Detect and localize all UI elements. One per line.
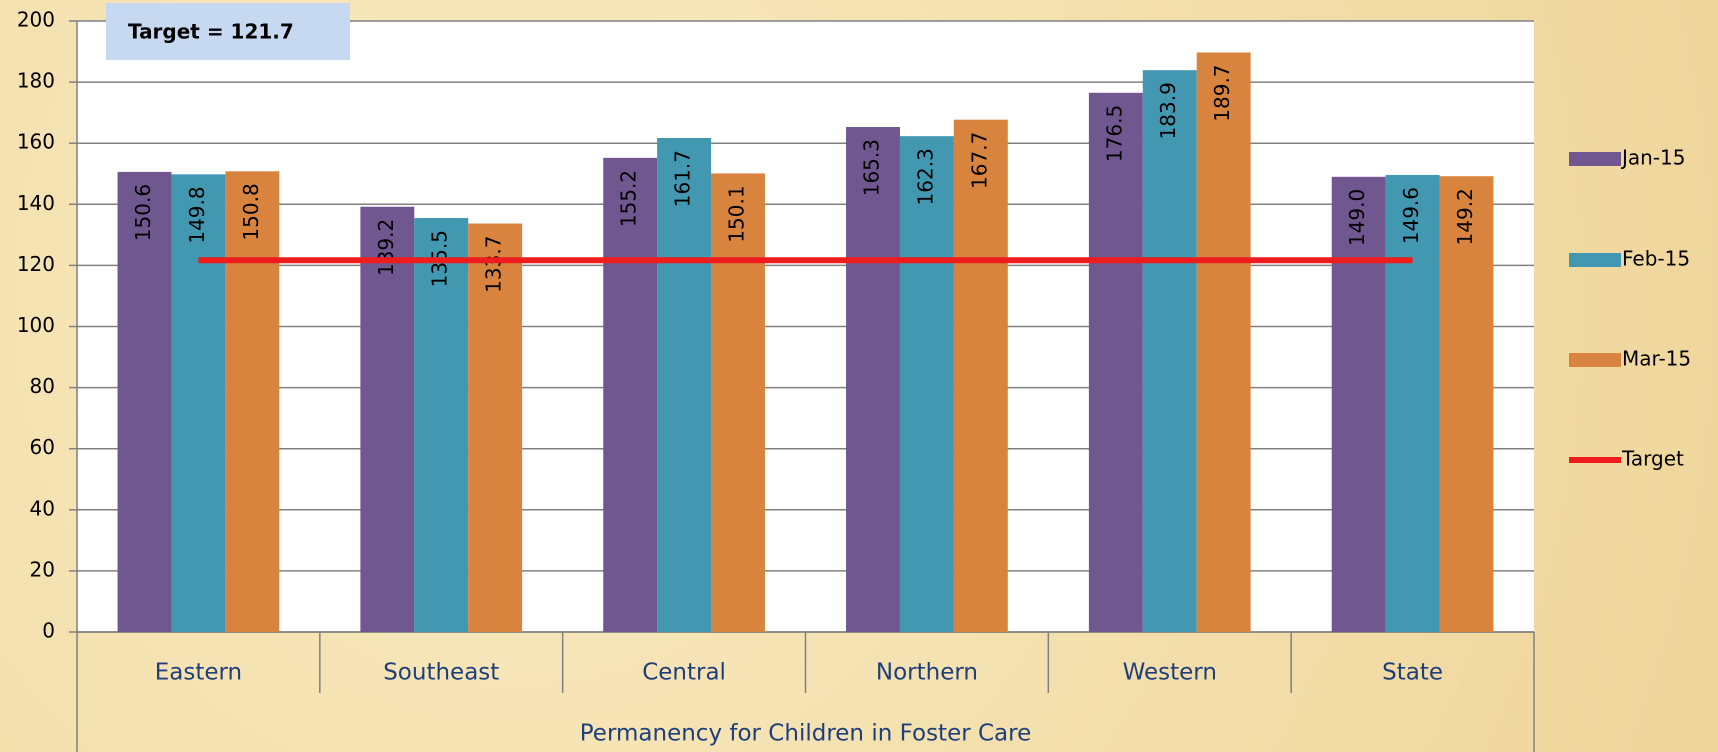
value-label: 150.1: [724, 185, 748, 242]
bar: [603, 157, 658, 632]
legend-swatch: [1569, 152, 1621, 166]
bar: [846, 127, 900, 633]
y-tick-label: 100: [17, 313, 55, 337]
bar: [1088, 92, 1143, 633]
value-label: 161.7: [671, 150, 695, 207]
x-tick-label: Western: [1123, 660, 1217, 686]
y-tick-label: 20: [30, 557, 55, 581]
value-label: 167.7: [967, 132, 991, 189]
bar: [414, 218, 469, 633]
x-tick-label: Central: [642, 660, 726, 686]
value-label: 183.9: [1156, 82, 1180, 139]
value-label: 150.6: [131, 184, 155, 241]
y-tick-label: 200: [17, 8, 55, 32]
x-tick-label: State: [1382, 660, 1443, 686]
bar: [171, 174, 226, 632]
value-label: 139.2: [374, 219, 398, 276]
legend-swatch: [1569, 353, 1621, 367]
bar: [1196, 52, 1251, 633]
y-tick-label: 80: [30, 374, 55, 398]
legend-label: Feb-15: [1622, 247, 1690, 271]
bar: [1331, 176, 1386, 632]
x-tick-label: Northern: [876, 660, 978, 686]
target-box: [106, 3, 350, 60]
value-label: 149.2: [1453, 188, 1477, 245]
legend-swatch: [1569, 253, 1621, 267]
bar: [953, 119, 1008, 632]
bar: [468, 223, 523, 632]
y-tick-label: 160: [17, 130, 55, 154]
value-label: 155.2: [617, 170, 641, 227]
value-label: 133.7: [482, 236, 506, 293]
bar: [711, 173, 765, 632]
value-label: 176.5: [1102, 105, 1126, 162]
bar: [1439, 176, 1494, 632]
y-tick-label: 120: [17, 252, 55, 276]
legend-label: Jan-15: [1620, 146, 1686, 170]
legend-label: Target: [1621, 447, 1684, 471]
value-label: 149.8: [185, 186, 209, 243]
value-label: 165.3: [860, 139, 884, 196]
bar: [225, 171, 280, 632]
y-tick-label: 60: [30, 435, 55, 459]
y-tick-label: 180: [17, 69, 55, 93]
bar: [1385, 174, 1440, 633]
value-label: 149.6: [1399, 187, 1423, 244]
bar: [360, 206, 415, 632]
value-label: 189.7: [1210, 64, 1234, 121]
value-label: 162.3: [913, 148, 937, 205]
bar: [117, 171, 172, 633]
target-annotation: Target = 121.7: [128, 20, 294, 44]
value-label: 150.8: [239, 183, 263, 240]
x-tick-label: Southeast: [383, 660, 499, 686]
y-tick-label: 0: [42, 619, 55, 643]
value-label: 149.0: [1345, 189, 1369, 246]
legend-label: Mar-15: [1622, 347, 1691, 371]
x-axis-title: Permanency for Children in Foster Care: [580, 721, 1032, 747]
x-tick-label: Eastern: [155, 660, 242, 686]
bar: [1142, 70, 1197, 633]
y-tick-label: 140: [17, 191, 55, 215]
y-tick-label: 40: [30, 496, 55, 520]
bar: [899, 136, 954, 632]
bar: [657, 138, 712, 632]
